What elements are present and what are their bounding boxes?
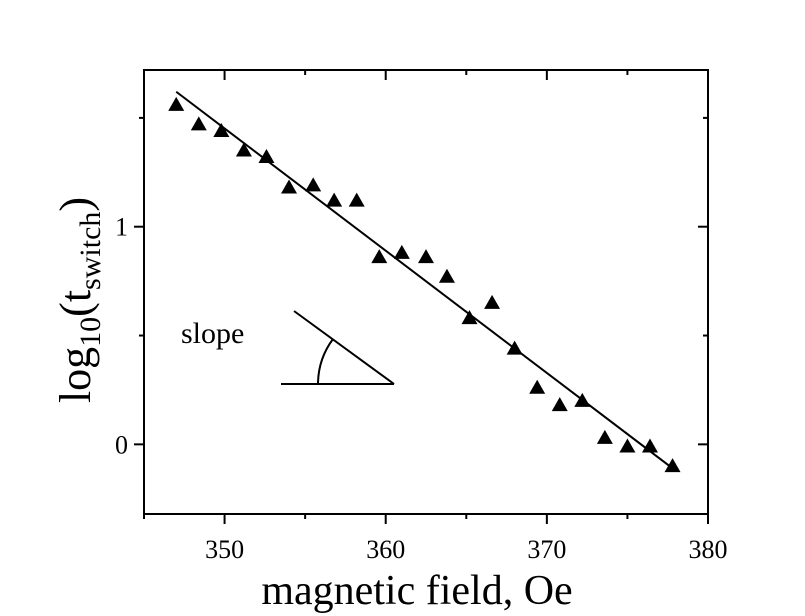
y-axis-label-open: (t xyxy=(51,290,100,317)
x-tick-labels: 350 360 370 380 xyxy=(205,535,727,564)
data-point xyxy=(619,438,636,453)
x-tick-label: 350 xyxy=(205,535,244,564)
y-axis-label: log10(tswitch) xyxy=(51,197,107,403)
y-axis-label-sub: 10 xyxy=(74,317,107,347)
y-tick-labels: 01 xyxy=(115,213,128,460)
data-point xyxy=(461,310,478,325)
svg-text:log10(tswitch): log10(tswitch) xyxy=(51,197,107,403)
axis-ticks xyxy=(134,70,709,524)
fit-line xyxy=(175,90,674,470)
data-point xyxy=(529,379,546,394)
x-tick-label: 360 xyxy=(366,535,405,564)
plot-frame xyxy=(143,69,709,515)
x-tick-label: 370 xyxy=(527,535,566,564)
data-point xyxy=(393,244,410,259)
y-axis-label-close: ) xyxy=(51,197,100,212)
data-point xyxy=(326,192,343,207)
data-point xyxy=(235,142,252,157)
y-tick-label: 0 xyxy=(115,430,128,459)
data-point xyxy=(506,340,523,355)
y-axis-label-main: log xyxy=(51,347,100,403)
data-point xyxy=(281,179,298,194)
data-point xyxy=(418,249,434,264)
data-points xyxy=(168,96,681,473)
data-point xyxy=(484,294,501,309)
x-axis-label: magnetic field, Oe xyxy=(261,568,572,614)
data-point xyxy=(641,438,658,453)
data-point xyxy=(438,268,455,283)
data-point xyxy=(305,177,322,192)
x-tick-label: 380 xyxy=(689,535,728,564)
data-point xyxy=(213,122,230,137)
data-point xyxy=(574,392,591,407)
data-point xyxy=(258,149,275,164)
y-axis-label-sub2: switch xyxy=(74,212,107,290)
slope-annotation: slope xyxy=(181,317,244,350)
y-tick-label: 1 xyxy=(115,213,128,242)
data-point xyxy=(348,192,365,207)
slope-angle-icon xyxy=(281,310,395,385)
data-point xyxy=(190,116,207,131)
data-point xyxy=(371,249,388,264)
data-point xyxy=(596,429,613,444)
data-point xyxy=(664,458,681,473)
data-point xyxy=(551,397,568,412)
data-point xyxy=(168,96,185,111)
